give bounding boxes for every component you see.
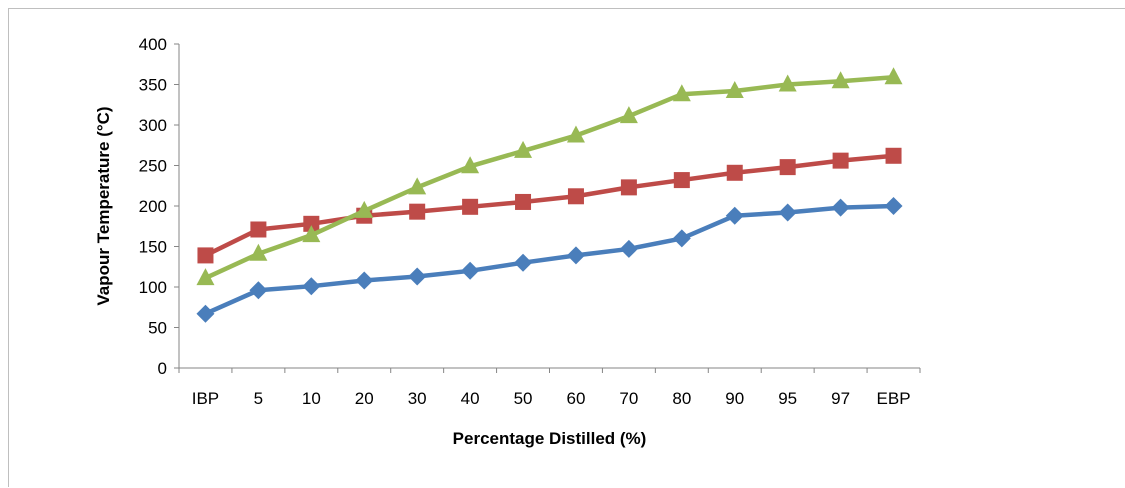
x-tick-label: 80 (672, 389, 691, 408)
data-point-marker (250, 221, 267, 238)
x-tick-label: IBP (192, 389, 219, 408)
data-point-marker (884, 197, 903, 215)
y-axis-title: Vapour Temperature (°C) (94, 106, 113, 305)
x-tick-label: 30 (408, 389, 427, 408)
series-line (204, 203, 894, 316)
x-tick-label: 5 (254, 389, 263, 408)
data-point-marker (672, 84, 691, 102)
x-tick-label: 50 (514, 389, 533, 408)
series-layer (196, 67, 903, 323)
x-tick-label: 97 (831, 389, 850, 408)
y-tick-label: 100 (139, 278, 167, 297)
x-tick-label: 60 (567, 389, 586, 408)
x-tick-label: EBP (877, 389, 911, 408)
data-point-marker (725, 80, 744, 98)
data-point-marker (832, 152, 849, 169)
data-point-marker (779, 159, 796, 176)
x-tick-label: 10 (302, 389, 321, 408)
series-line (204, 153, 894, 258)
y-tick-label: 200 (139, 197, 167, 216)
data-point-marker (249, 281, 268, 300)
data-point-marker (778, 74, 797, 92)
data-point-marker (197, 247, 214, 264)
data-point-marker (514, 140, 533, 158)
data-point-marker (515, 193, 532, 210)
data-point-marker (673, 172, 690, 189)
y-tick-label: 50 (148, 319, 167, 338)
data-point-marker (725, 206, 744, 225)
y-tick-label: 150 (139, 238, 167, 257)
line-chart: 0 50 100 150 200 250 300 350 400 IBP 5 10 20 30 40 50 6… (94, 35, 921, 448)
data-point-marker (514, 253, 533, 272)
y-tick-label: 0 (158, 359, 167, 378)
data-point-marker (726, 164, 743, 181)
data-point-marker (619, 239, 638, 258)
series-line (204, 74, 894, 281)
data-point-marker (778, 203, 797, 222)
data-point-marker (302, 277, 321, 296)
data-point-marker (196, 304, 215, 323)
data-point-marker (566, 125, 585, 143)
data-point-marker (462, 198, 479, 215)
y-tick-label: 250 (139, 157, 167, 176)
data-point-marker (884, 67, 903, 85)
x-tick-label: 40 (461, 389, 480, 408)
data-point-marker (831, 71, 850, 89)
data-point-marker (567, 188, 584, 205)
y-tick-label: 300 (139, 116, 167, 135)
series-3 (196, 67, 903, 286)
data-point-marker (409, 203, 426, 220)
x-tick-label: 90 (725, 389, 744, 408)
data-point-marker (408, 177, 427, 195)
y-tick-label: 400 (139, 35, 167, 54)
data-point-marker (672, 229, 691, 248)
data-point-marker (619, 106, 638, 124)
data-point-marker (461, 156, 480, 174)
data-point-marker (355, 271, 374, 290)
data-point-marker (620, 179, 637, 196)
x-tick-label: 70 (619, 389, 638, 408)
data-point-marker (885, 147, 902, 164)
y-axis: 0 50 100 150 200 250 300 350 400 (139, 35, 180, 378)
series-2 (197, 147, 902, 264)
y-tick-label: 350 (139, 76, 167, 95)
data-point-marker (566, 246, 585, 265)
x-axis: IBP 5 10 20 30 40 50 60 70 80 90 95 97 EBP (178, 367, 921, 408)
data-point-marker (302, 225, 321, 243)
data-point-marker (249, 243, 268, 261)
chart-frame: 0 50 100 150 200 250 300 350 400 IBP 5 10 20 30 40 50 6… (8, 8, 1125, 487)
series-1 (196, 197, 903, 323)
data-point-marker (303, 215, 320, 232)
x-axis-title: Percentage Distilled (%) (453, 429, 647, 448)
data-point-marker (408, 267, 427, 286)
x-tick-label: 20 (355, 389, 374, 408)
x-tick-label: 95 (778, 389, 797, 408)
data-point-marker (831, 198, 850, 217)
data-point-marker (461, 261, 480, 280)
data-point-marker (196, 268, 215, 286)
data-point-marker (355, 200, 374, 218)
